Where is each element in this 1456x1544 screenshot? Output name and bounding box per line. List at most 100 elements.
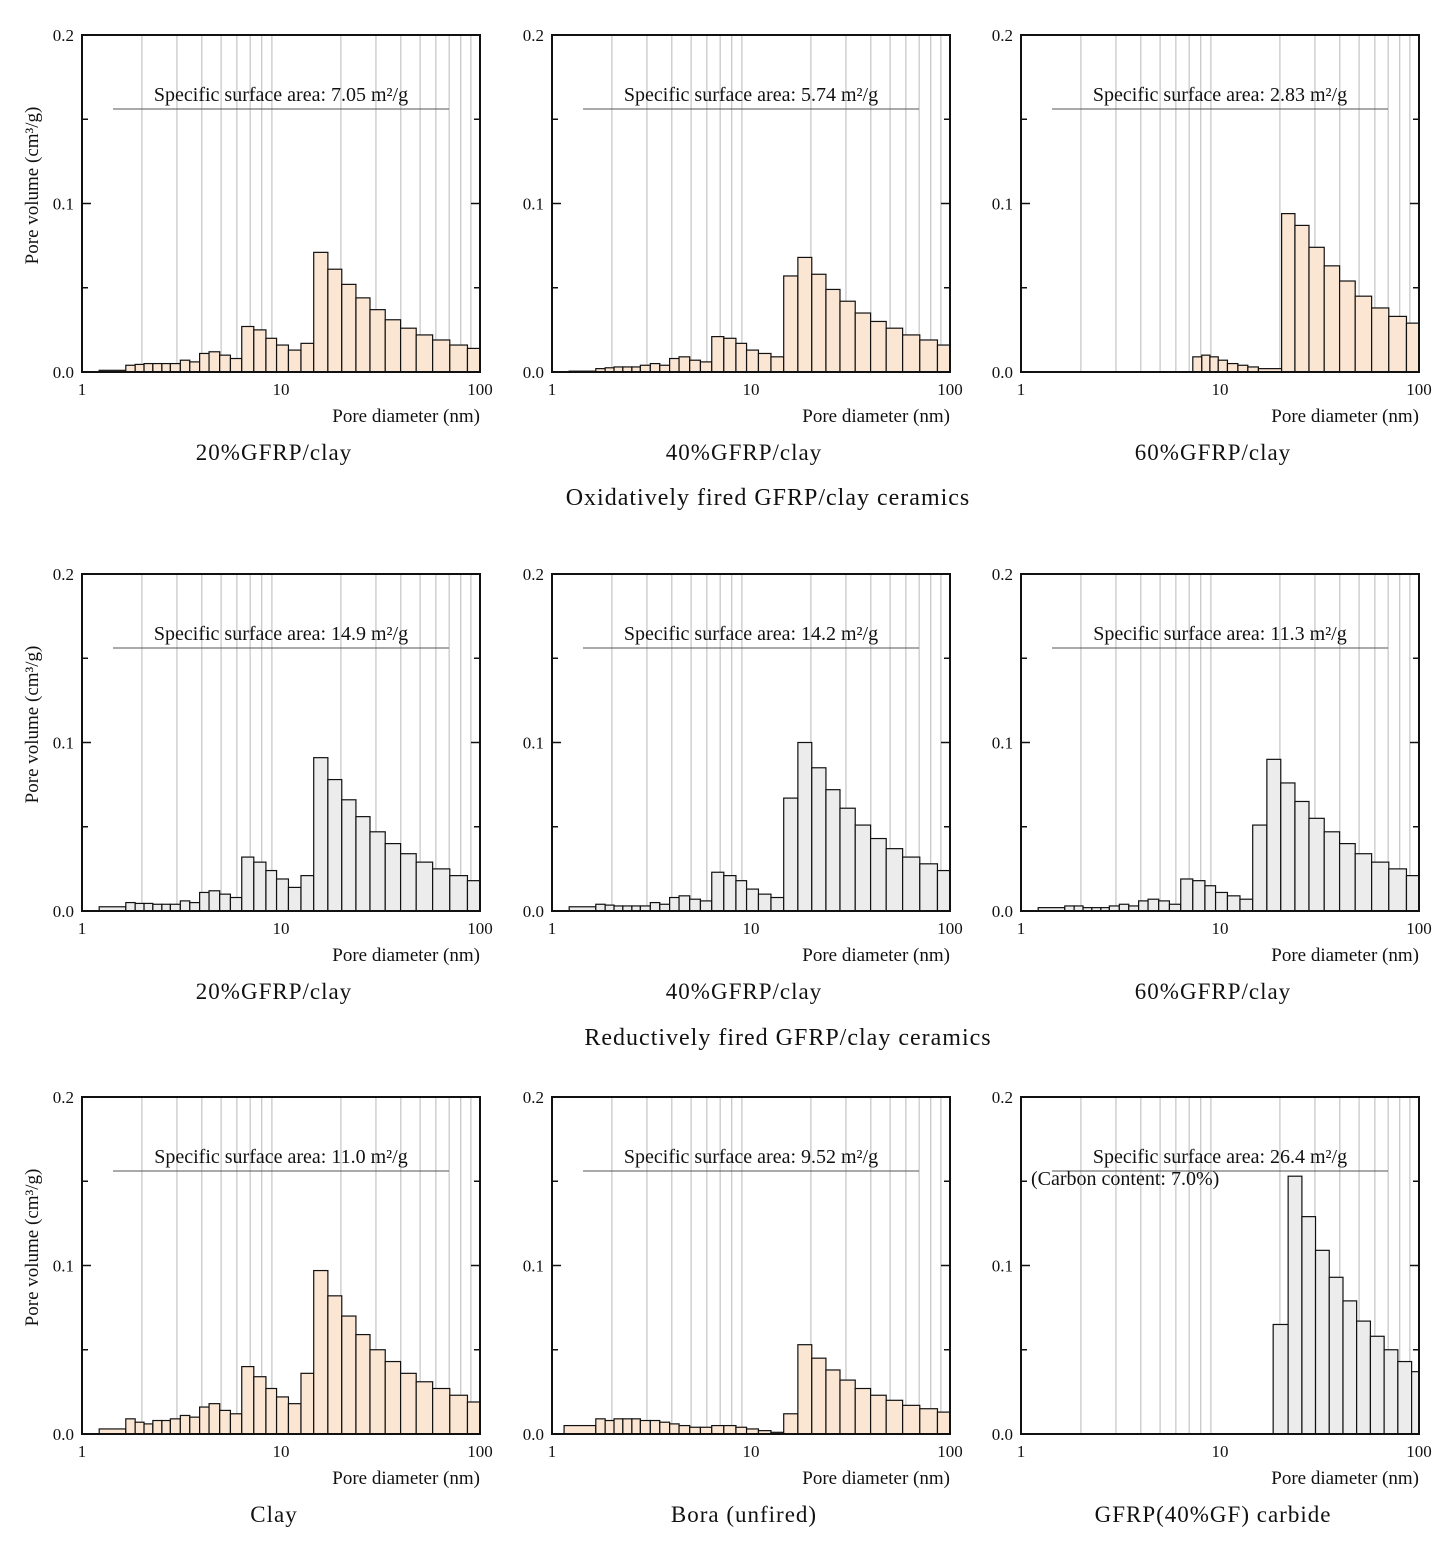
histogram-bar [604,1419,615,1435]
panel-caption: 60%GFRP/clay [1135,440,1291,465]
histogram-bar [811,1357,827,1435]
histogram-bar [885,848,904,912]
x-tick-label: 1 [548,380,557,399]
y-axis-label: Pore volume (cm³/g) [22,1169,43,1327]
histogram-bar [711,1424,725,1435]
histogram-bar [169,362,181,373]
y-tick-label: 0.1 [992,1257,1013,1276]
histogram-bar [253,1376,267,1435]
histogram-bar [678,895,691,912]
histogram-bar [208,890,221,912]
histogram-bar [169,1418,181,1435]
histogram-bar [1168,903,1182,912]
panel-caption: 40%GFRP/clay [666,440,822,465]
histogram-bar [1266,758,1282,912]
surface-area-annotation: Specific surface area: 2.83 m²/g [1093,84,1347,106]
histogram-bar [1356,1320,1372,1435]
surface-area-annotation: Specific surface area: 11.0 m²/g [154,1146,407,1168]
histogram-bar [327,1295,343,1435]
histogram-bar [1281,213,1296,373]
x-tick-label: 100 [467,1442,493,1461]
x-tick-label: 1 [78,1442,87,1461]
histogram-bar [199,1406,210,1435]
histogram-bar [355,816,371,912]
histogram-bar [189,901,201,912]
histogram-bar [839,1379,856,1435]
y-tick-label: 0.2 [53,565,74,584]
y-tick-label: 0.0 [53,1425,74,1444]
histogram-bar [432,339,451,373]
histogram-bar [275,1396,290,1435]
histogram-bar [143,362,154,373]
histogram-bar [179,359,191,373]
surface-area-annotation: Specific surface area: 26.4 m²/g [1093,1146,1347,1168]
y-tick-label: 0.1 [53,734,74,753]
x-tick-label: 1 [78,380,87,399]
histogram-bar [689,898,702,912]
histogram-bar [689,359,702,373]
histogram-bar [208,351,221,373]
histogram-bar [1280,782,1296,912]
histogram-bar [300,875,315,912]
histogram-bar [711,871,725,912]
histogram-bar [179,1414,191,1435]
histogram-bar [936,344,951,373]
histogram-bar [919,863,939,912]
histogram-bar [449,875,469,912]
histogram-bar [919,339,939,373]
histogram-bar [241,856,255,912]
histogram-bar [902,1404,921,1435]
histogram-bar [1314,1249,1330,1435]
y-tick-label: 0.0 [53,363,74,382]
x-axis-label: Pore diameter (nm) [332,406,480,427]
histogram-bar [1388,315,1408,373]
histogram-bar [134,1421,145,1435]
histogram-bar [161,903,171,912]
histogram-bar [399,327,417,373]
histogram-bar [432,868,451,912]
x-tick-label: 1 [548,919,557,938]
y-tick-label: 0.2 [523,1088,544,1107]
histogram-bar [854,312,872,373]
histogram-bar [241,325,255,373]
histogram-bar [770,896,785,912]
y-tick-label: 0.1 [992,734,1013,753]
histogram-bar [936,1411,951,1435]
histogram-bar [449,344,469,373]
x-tick-label: 10 [1212,1442,1229,1461]
histogram-bar [659,1421,671,1435]
histogram-bar [399,853,417,912]
histogram-bar [143,1423,154,1435]
x-tick-label: 100 [937,380,963,399]
x-tick-label: 100 [467,919,493,938]
y-tick-label: 0.0 [523,363,544,382]
histogram-bar [885,1399,904,1435]
histogram-bar [466,347,481,373]
histogram-bar [189,361,201,373]
histogram-bar [1294,800,1310,912]
histogram-bar [161,362,171,373]
panel-caption: Clay [250,1502,297,1527]
histogram-bar [287,886,302,912]
histogram-bar [313,757,329,912]
histogram-bar [399,1372,417,1435]
y-tick-label: 0.0 [53,902,74,921]
histogram-bar [1342,1300,1358,1435]
histogram-bar [1226,895,1241,912]
histogram-bar [1328,1276,1344,1435]
histogram-bar [1405,322,1420,373]
histogram-bar [1118,903,1130,912]
chart-panel: Specific surface area: 2.83 m²/g 0.0 0.1 0.… [992,26,1432,465]
histogram-bar [825,288,841,373]
x-axis-label: Pore diameter (nm) [332,1468,480,1489]
histogram-bar [369,309,386,373]
histogram-bar [936,869,951,912]
histogram-bar [669,1423,680,1435]
histogram-bar [327,778,343,912]
histogram-bar [1301,1216,1317,1435]
surface-area-annotation: Specific surface area: 14.9 m²/g [154,623,408,645]
surface-area-annotation: Specific surface area: 7.05 m²/g [154,84,408,106]
histogram-bar [1338,842,1356,912]
panel-caption: 40%GFRP/clay [666,979,822,1004]
